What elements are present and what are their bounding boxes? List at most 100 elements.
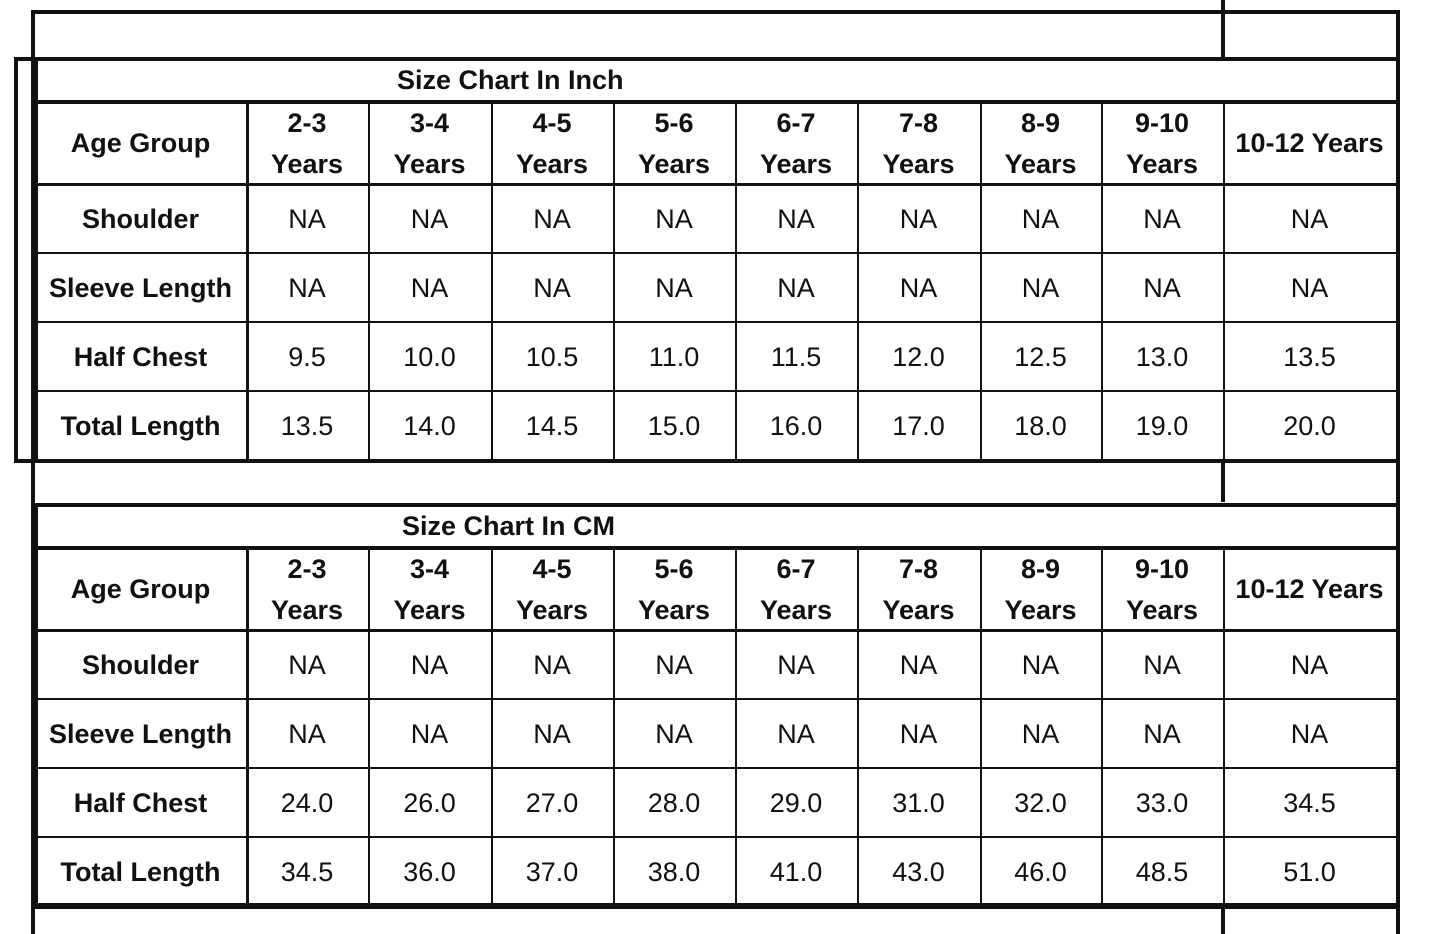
column-divider-line bbox=[980, 100, 982, 463]
column-divider-line bbox=[735, 100, 737, 463]
table-cell: 24.0 bbox=[280, 787, 334, 818]
table-cell: 26.0 bbox=[403, 787, 456, 818]
row-label: Total Length bbox=[60, 856, 221, 887]
table-cell: NA bbox=[533, 649, 571, 680]
table-cell: 10.0 bbox=[403, 341, 456, 372]
table-cell: 51.0 bbox=[1283, 856, 1336, 887]
table-cell: 28.0 bbox=[647, 787, 701, 818]
column-divider-line bbox=[1223, 100, 1225, 463]
column-header: 7-8 Years bbox=[882, 553, 955, 625]
column-divider-line bbox=[1223, 546, 1225, 909]
table-cell: NA bbox=[410, 649, 449, 680]
row-label: Shoulder bbox=[81, 203, 199, 234]
column-divider-line bbox=[857, 100, 859, 463]
table-cell: 12.5 bbox=[1014, 341, 1067, 372]
table-cell: NA bbox=[410, 272, 449, 303]
table-cell: 9.5 bbox=[288, 341, 326, 372]
table-cell: 36.0 bbox=[403, 856, 456, 887]
table-cell: 27.0 bbox=[525, 787, 579, 818]
column-divider-line bbox=[246, 546, 249, 909]
table-cell: 12.0 bbox=[892, 341, 945, 372]
table-cell: 38.0 bbox=[647, 856, 701, 887]
row-divider-line bbox=[35, 390, 1400, 392]
table-cell: NA bbox=[777, 718, 815, 749]
column-header: 4-5 Years bbox=[515, 107, 589, 179]
frame-right-line bbox=[1396, 10, 1400, 934]
outer-box-left bbox=[14, 57, 18, 463]
outer-box-top bbox=[14, 57, 35, 61]
table-cell: NA bbox=[899, 272, 938, 303]
column-header: 6-7 Years bbox=[759, 553, 833, 625]
table-cell: 46.0 bbox=[1014, 856, 1067, 887]
table-cell: NA bbox=[533, 272, 571, 303]
column-header: 5-6 Years bbox=[637, 107, 711, 179]
table-bottom-line bbox=[35, 459, 1400, 463]
title-top-line bbox=[35, 57, 1400, 61]
column-header: 10-12 Years bbox=[1235, 574, 1384, 604]
table-cell: 11.5 bbox=[770, 341, 822, 372]
table-cell: 13.0 bbox=[1135, 341, 1189, 372]
column-divider-line bbox=[613, 100, 615, 463]
table-cell: NA bbox=[655, 203, 693, 234]
table-left-line bbox=[35, 57, 38, 463]
row-divider-line bbox=[35, 698, 1400, 700]
frame-divider-right bbox=[1221, 0, 1225, 60]
table-cell: NA bbox=[655, 272, 693, 303]
column-divider-line bbox=[368, 100, 370, 463]
table-cell: 13.5 bbox=[1283, 341, 1336, 372]
table-cell: NA bbox=[288, 272, 326, 303]
column-header: 7-8 Years bbox=[882, 107, 955, 179]
column-header: 4-5 Years bbox=[515, 553, 589, 625]
table-cell: 31.0 bbox=[892, 787, 945, 818]
table-cell: NA bbox=[655, 649, 693, 680]
column-divider-line bbox=[980, 546, 982, 909]
row-divider-line bbox=[35, 767, 1400, 769]
frame-divider-right bbox=[1221, 905, 1225, 934]
table-cell: NA bbox=[1021, 272, 1060, 303]
row-divider-line bbox=[35, 252, 1400, 254]
table-cell: 20.0 bbox=[1283, 410, 1336, 441]
title-top-line bbox=[35, 503, 1400, 507]
table-cell: 14.0 bbox=[403, 410, 456, 441]
column-divider-line bbox=[1396, 546, 1399, 909]
table-cell: 37.0 bbox=[525, 856, 579, 887]
table-cell: NA bbox=[1290, 649, 1329, 680]
column-header: 8-9 Years bbox=[1004, 553, 1077, 625]
table-cell: 13.5 bbox=[280, 410, 334, 441]
column-divider-line bbox=[491, 100, 493, 463]
table-cell: NA bbox=[410, 718, 449, 749]
column-divider-line bbox=[735, 546, 737, 909]
table-bottom-line bbox=[35, 905, 1400, 909]
table-cell: NA bbox=[1143, 272, 1181, 303]
table-cell: 10.5 bbox=[525, 341, 579, 372]
header-bottom-line bbox=[35, 629, 1400, 632]
column-divider-line bbox=[246, 100, 249, 463]
column-header: 3-4 Years bbox=[393, 553, 466, 625]
table-cell: NA bbox=[899, 649, 938, 680]
table-cell: NA bbox=[899, 718, 938, 749]
table-cell: NA bbox=[1290, 718, 1329, 749]
column-divider-line bbox=[1396, 100, 1399, 463]
table-cell: 41.0 bbox=[769, 856, 823, 887]
column-header: 9-10 Years bbox=[1125, 107, 1199, 179]
table-cell: NA bbox=[533, 203, 571, 234]
frame-left-line bbox=[31, 10, 35, 934]
table-cell: 14.5 bbox=[525, 410, 579, 441]
column-header: 2-3 Years bbox=[270, 553, 344, 625]
table-cell: 16.0 bbox=[769, 410, 823, 441]
column-divider-line bbox=[613, 546, 615, 909]
header-top-line bbox=[35, 100, 1400, 104]
header-label: Age Group bbox=[70, 128, 211, 158]
table-cell: NA bbox=[288, 649, 326, 680]
row-label: Half Chest bbox=[73, 341, 208, 372]
table-cell: 18.0 bbox=[1014, 410, 1067, 441]
column-divider-line bbox=[491, 546, 493, 909]
table-cell: 19.0 bbox=[1135, 410, 1189, 441]
table-cell: 34.5 bbox=[280, 856, 334, 887]
column-divider-line bbox=[368, 546, 370, 909]
table-cell: NA bbox=[1143, 649, 1181, 680]
column-header: 3-4 Years bbox=[393, 107, 466, 179]
table-cell: 48.5 bbox=[1135, 856, 1189, 887]
table-cell: 33.0 bbox=[1135, 787, 1189, 818]
column-header: 5-6 Years bbox=[637, 553, 711, 625]
